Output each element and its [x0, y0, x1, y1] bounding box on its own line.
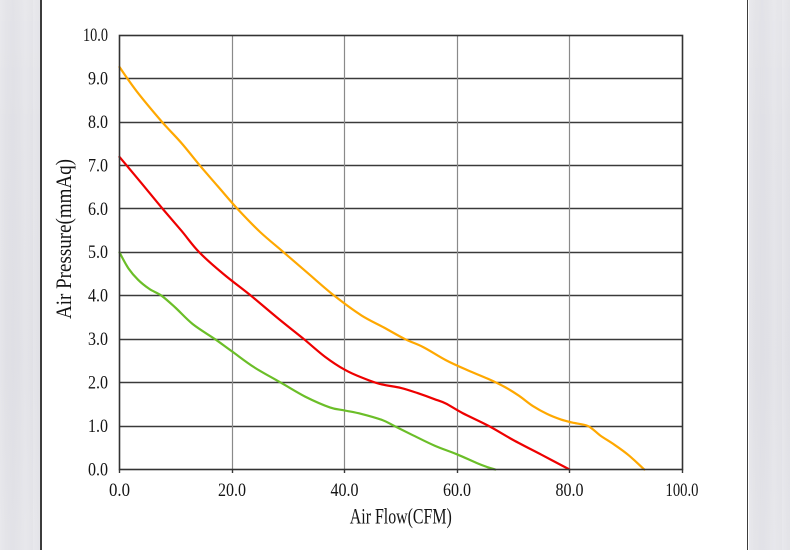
svg-text:100.0: 100.0 — [666, 480, 699, 501]
svg-text:5.0: 5.0 — [88, 242, 108, 263]
svg-text:7.0: 7.0 — [88, 155, 108, 176]
svg-text:80.0: 80.0 — [556, 480, 584, 501]
svg-text:0.0: 0.0 — [109, 480, 130, 501]
svg-text:60.0: 60.0 — [443, 480, 471, 501]
svg-text:2.0: 2.0 — [88, 373, 108, 394]
svg-text:20.0: 20.0 — [218, 480, 246, 501]
svg-text:9.0: 9.0 — [88, 69, 108, 90]
svg-text:8.0: 8.0 — [88, 112, 108, 133]
svg-text:1.0: 1.0 — [88, 416, 108, 437]
svg-text:4.0: 4.0 — [88, 286, 108, 307]
svg-text:0.0: 0.0 — [88, 459, 108, 480]
svg-text:Air Flow(CFM): Air Flow(CFM) — [350, 504, 452, 529]
svg-text:Air Pressure(mmAq): Air Pressure(mmAq) — [51, 159, 76, 319]
svg-text:10.0: 10.0 — [83, 25, 108, 46]
svg-text:40.0: 40.0 — [331, 480, 359, 501]
svg-text:6.0: 6.0 — [88, 199, 108, 220]
svg-text:3.0: 3.0 — [88, 329, 108, 350]
